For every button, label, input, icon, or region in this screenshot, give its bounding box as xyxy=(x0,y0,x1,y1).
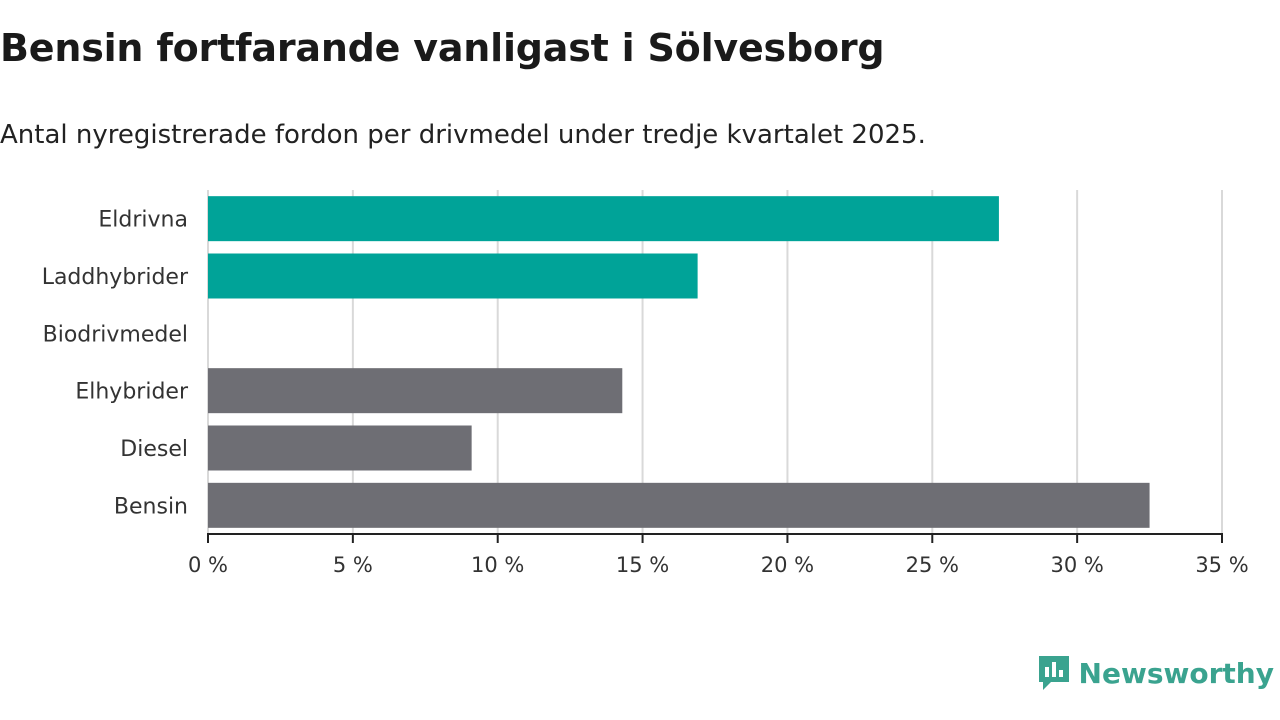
category-labels: Eldrivna Laddhybrider Biodrivmedel Elhybrid… xyxy=(42,208,189,520)
gridlines xyxy=(207,190,1223,534)
category-label: Elhybrider xyxy=(75,380,189,405)
category-label: Eldrivna xyxy=(98,208,188,233)
category-label: Laddhybrider xyxy=(42,265,189,290)
brand-logo: Newsworthy xyxy=(1037,654,1274,692)
x-tick-labels: 0 % 5 % 10 % 15 % 20 % 25 % 30 % 35 % xyxy=(188,553,1249,577)
bar-eldrivna xyxy=(208,196,999,242)
category-label: Bensin xyxy=(114,494,188,519)
category-label: Biodrivmedel xyxy=(43,322,188,347)
category-label: Diesel xyxy=(120,437,188,462)
bar-bensin xyxy=(208,482,1150,528)
brand-name: Newsworthy xyxy=(1078,656,1274,690)
x-tick-label: 10 % xyxy=(471,553,524,577)
bar-laddhybrider xyxy=(208,253,698,299)
x-tick-label: 25 % xyxy=(906,553,959,577)
x-tick-label: 20 % xyxy=(761,553,814,577)
x-axis xyxy=(207,533,1223,543)
x-tick-label: 5 % xyxy=(333,553,373,577)
bars xyxy=(208,196,1150,528)
newsworthy-logo-icon xyxy=(1038,656,1069,690)
x-tick-label: 15 % xyxy=(616,553,669,577)
x-tick-label: 0 % xyxy=(188,553,228,577)
x-tick-label: 30 % xyxy=(1050,553,1103,577)
chart-title: Bensin fortfarande vanligast i Sölvesbor… xyxy=(0,26,885,70)
x-tick-label: 35 % xyxy=(1195,553,1248,577)
bar-diesel xyxy=(208,425,472,471)
chart-subtitle: Antal nyregistrerade fordon per drivmede… xyxy=(0,120,926,150)
bar-elhybrider xyxy=(208,368,623,414)
